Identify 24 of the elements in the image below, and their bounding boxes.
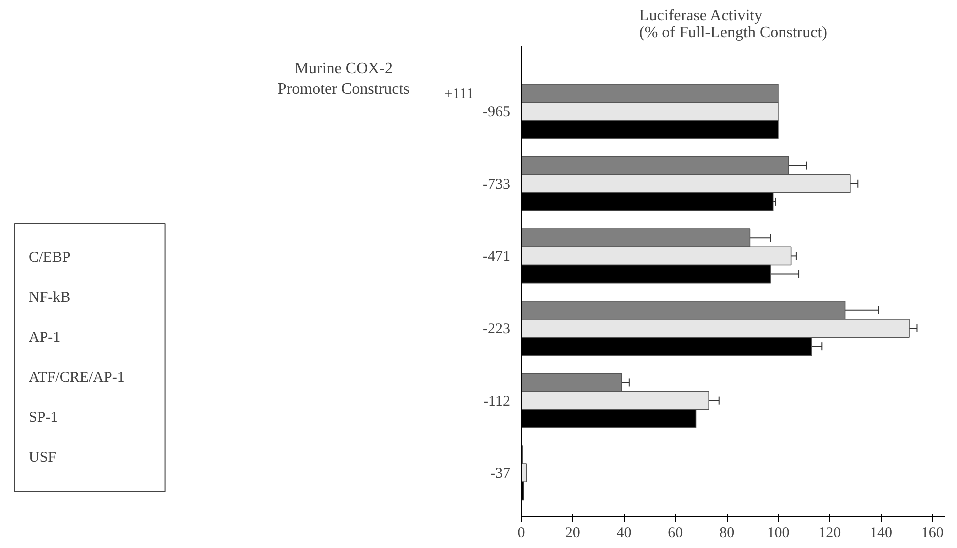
x-tick-label: 40 bbox=[616, 526, 632, 542]
y-tick-label: -471 bbox=[483, 249, 511, 266]
x-tick-label: 60 bbox=[668, 526, 684, 542]
x-tick-label: 80 bbox=[720, 526, 735, 542]
x-tick-label: 0 bbox=[518, 526, 526, 542]
text: Murine COX-2 Promoter Constructs bbox=[278, 60, 410, 98]
y-tick-label: -223 bbox=[483, 322, 511, 338]
text: NF-kB bbox=[29, 290, 71, 306]
y-tick-label: -733 bbox=[483, 176, 511, 193]
y-tick-label: -37 bbox=[490, 466, 511, 482]
y-tick-label: -112 bbox=[484, 394, 511, 410]
text: USF bbox=[29, 450, 57, 466]
x-tick-label: 20 bbox=[565, 526, 580, 542]
text: AP-1 bbox=[29, 330, 61, 346]
text: SP-1 bbox=[29, 410, 58, 426]
text: C/EBP bbox=[29, 250, 71, 266]
x-tick-label: 120 bbox=[818, 526, 842, 542]
x-tick-label: 160 bbox=[921, 526, 944, 542]
x-tick-label: 140 bbox=[870, 526, 893, 542]
text: +111 bbox=[444, 86, 474, 102]
x-tick-label: 100 bbox=[767, 526, 790, 542]
text: ATF/CRE/AP-1 bbox=[29, 370, 125, 386]
chart-title: Luciferase Activity (% of Full-Length Construct) bbox=[640, 8, 828, 42]
y-tick-label: -965 bbox=[483, 104, 511, 121]
